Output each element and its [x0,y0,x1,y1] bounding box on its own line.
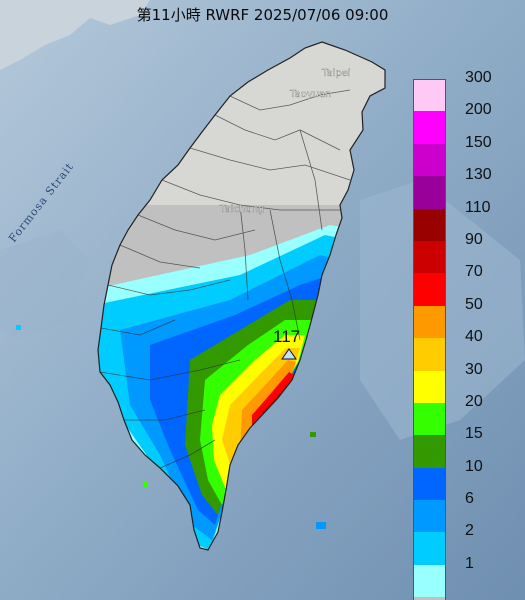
legend-label: 110 [465,198,491,216]
county-boundaries [99,89,351,469]
legend-row: 2 [413,522,513,565]
legend-swatch [413,435,446,468]
legend-label: 150 [465,133,492,151]
legend-row: 6 [413,490,513,533]
legend-swatch [413,111,446,144]
legend-label: 6 [465,490,474,508]
legend-swatch [413,500,446,533]
legend-label: 15 [465,425,483,443]
max-marker-icon [281,348,297,360]
legend-row: 10 [413,458,513,501]
offshore-echo [316,522,326,529]
legend-label: 20 [465,392,483,410]
legend-swatch [413,338,446,371]
legend-row: 30 [413,361,513,403]
legend-row: 20 [413,393,513,436]
legend-swatch [413,402,446,436]
legend-row: 200 [413,101,513,144]
city-label-taichung: Taichung [219,204,264,215]
legend-label: 10 [465,457,483,475]
legend-row: 300 [413,69,513,112]
legend-label: 200 [465,101,492,119]
city-label-taipei: Taipei [321,68,351,79]
legend-row: 40 [413,328,513,371]
legend-swatch [413,370,446,403]
legend-row: 150 [413,134,513,177]
legend-label: 40 [465,328,483,346]
legend-label: 70 [465,263,483,281]
legend-swatch [413,273,446,306]
legend-label: 300 [465,69,492,86]
legend-row: 1 [413,555,513,598]
legend-swatch [413,467,446,501]
legend-swatch [413,143,446,177]
legend-label: 130 [465,166,492,184]
offshore-echo [16,325,21,330]
max-value-label: 117 [273,327,300,346]
legend-label: 2 [465,522,474,540]
legend-row: 70 [413,263,513,306]
legend-row: 130 [413,166,513,209]
legend-swatch [413,305,446,339]
legend-swatch [413,79,446,112]
offshore-echo [310,432,316,437]
legend-row [413,597,513,600]
cloud-texture-west [0,230,90,340]
legend-label: 50 [465,295,483,313]
legend-row: 15 [413,425,513,468]
legend-swatch [413,208,446,241]
legend-label: 30 [465,360,483,378]
city-label-taoyuan: Taoyuan [289,89,331,100]
legend-swatch [413,532,446,565]
legend-row: 110 [413,199,513,241]
legend-row: 90 [413,231,513,274]
legend-label: 90 [465,230,483,248]
legend-row: 50 [413,296,513,339]
color-legend: 300 200 150 130 110 90 70 50 40 30 20 15 10 6 2 1 [413,69,513,600]
legend-swatch [413,240,446,274]
legend-swatch [413,176,446,209]
legend-swatch [413,564,446,598]
mainland-coast [0,0,150,70]
legend-swatch [413,597,446,600]
legend-label: 1 [465,554,474,572]
map-title: 第11小時 RWRF 2025/07/06 09:00 [136,6,389,24]
offshore-echo [144,482,148,487]
